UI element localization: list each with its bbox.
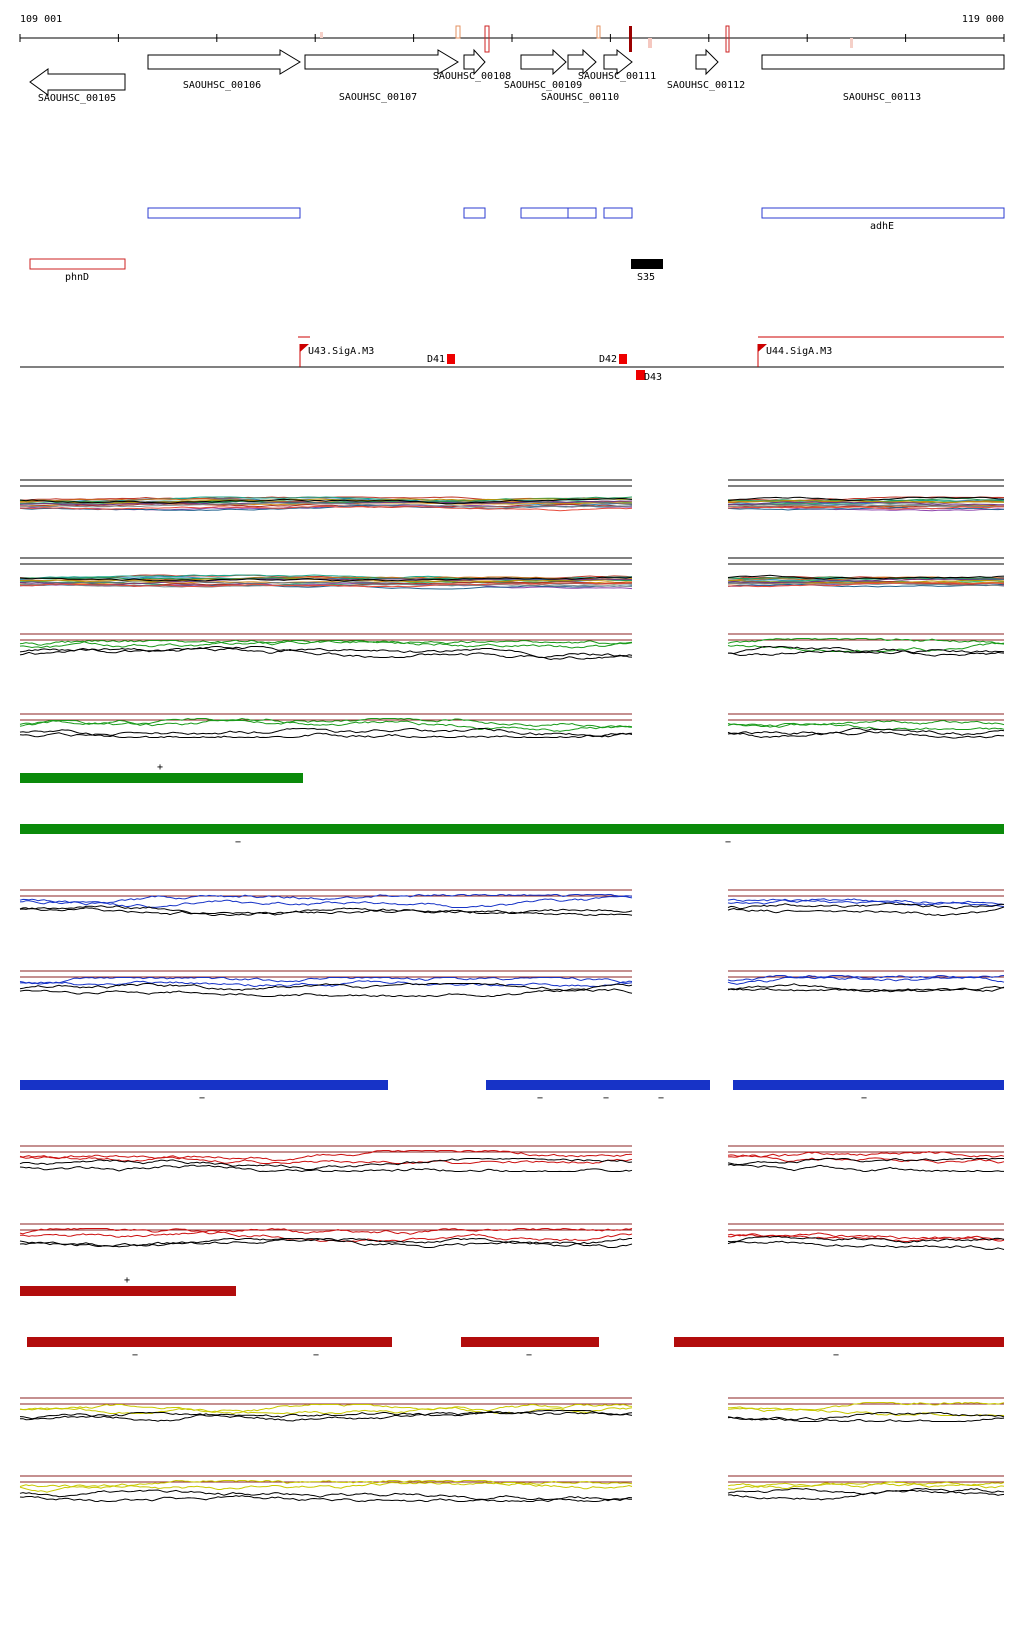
gene-arrow-SAOUHSC_00106[interactable]: SAOUHSC_00106 [147, 49, 301, 91]
downshift-label: D43 [644, 372, 662, 383]
blue-feature[interactable] [520, 207, 569, 219]
red-feature-phnD[interactable] [29, 258, 126, 270]
black-feature-label: S35 [637, 272, 655, 283]
gene-arrow-SAOUHSC_00112[interactable]: SAOUHSC_00112 [667, 48, 745, 91]
blue-feature[interactable] [147, 207, 301, 219]
gene-label: SAOUHSC_00112 [667, 80, 745, 91]
downshift-site[interactable]: D43 [636, 370, 662, 383]
gene-arrow-SAOUHSC_00110[interactable]: SAOUHSC_00110 [541, 48, 619, 103]
red-segment-bar[interactable] [461, 1337, 599, 1347]
segment-minus-mark: − [199, 1093, 205, 1104]
segment-minus-mark: − [526, 1350, 532, 1361]
segment-minus-mark: − [235, 837, 241, 848]
upshift-label: U44.SigA.M3 [766, 346, 832, 357]
regulatory-track: U43.SigA.M3 U44.SigA.M3 D41 D42 D43 [20, 336, 1004, 383]
expression-profiles [19, 479, 1005, 1503]
axis-end-label: 119 000 [962, 14, 1004, 25]
downshift-site[interactable]: D42 [599, 354, 627, 365]
axis-ticks [19, 34, 1005, 42]
segment-minus-mark: − [658, 1093, 664, 1104]
blue-segment-bar[interactable] [733, 1080, 1004, 1090]
gene-arrow-SAOUHSC_00105[interactable]: SAOUHSC_00105 [29, 68, 126, 104]
gene-arrow-SAOUHSC_00107[interactable]: SAOUHSC_00107 [304, 49, 459, 103]
red-feature-track: phnD S35 [29, 258, 663, 283]
downshift-site[interactable]: D41 [427, 354, 455, 365]
red-segment-bar[interactable] [27, 1337, 392, 1347]
gene-label: SAOUHSC_00106 [183, 80, 261, 91]
gene-label: SAOUHSC_00110 [541, 92, 619, 103]
gene-arrow-SAOUHSC_00109[interactable]: SAOUHSC_00109 [504, 48, 582, 91]
gene-label: SAOUHSC_00109 [504, 80, 582, 91]
segment-plus-mark: + [157, 762, 163, 773]
segment-plus-mark: + [124, 1275, 130, 1286]
segment-minus-mark: − [861, 1093, 867, 1104]
blue-feature[interactable] [463, 207, 486, 219]
segment-minus-mark: − [833, 1350, 839, 1361]
downshift-label: D42 [599, 354, 617, 365]
downshift-label: D41 [427, 354, 445, 365]
gene-track: SAOUHSC_00105 SAOUHSC_00106 SAOUHSC_0010… [29, 48, 1005, 104]
gene-label: SAOUHSC_00111 [578, 71, 656, 82]
blue-feature-label: adhE [870, 221, 894, 232]
gene-label: SAOUHSC_00108 [433, 71, 511, 82]
blue-segment-bar[interactable] [20, 1080, 388, 1090]
red-segment-bar[interactable] [20, 1286, 236, 1296]
green-segment-bar[interactable] [20, 824, 1004, 834]
gene-label: SAOUHSC_00105 [38, 93, 116, 104]
upshift-site[interactable]: U44.SigA.M3 [757, 344, 832, 367]
upshift-label: U43.SigA.M3 [308, 346, 374, 357]
blue-feature[interactable] [603, 207, 633, 219]
segment-minus-mark: − [132, 1350, 138, 1361]
red-segment-bar[interactable] [674, 1337, 1004, 1347]
gene-arrow-SAOUHSC_00113[interactable]: SAOUHSC_00113 [761, 54, 1005, 103]
black-feature-S35[interactable] [631, 259, 663, 269]
blue-feature-track: adhE [147, 207, 1005, 232]
gene-label: SAOUHSC_00113 [843, 92, 921, 103]
blue-feature[interactable] [567, 207, 597, 219]
green-segment-bar[interactable] [20, 773, 303, 783]
gene-label: SAOUHSC_00107 [339, 92, 417, 103]
segment-minus-mark: − [537, 1093, 543, 1104]
upshift-site[interactable]: U43.SigA.M3 [299, 344, 374, 367]
gene-arrow-SAOUHSC_00111[interactable]: SAOUHSC_00111 [578, 48, 656, 82]
axis-expression-marks [320, 25, 853, 53]
segment-minus-mark: − [603, 1093, 609, 1104]
coordinate-axis: 109 001 119 000 [19, 14, 1005, 53]
red-feature-label: phnD [65, 272, 89, 283]
segment-minus-mark: − [313, 1350, 319, 1361]
segment-minus-mark: − [725, 837, 731, 848]
blue-feature-adhE[interactable] [761, 207, 1005, 219]
axis-start-label: 109 001 [20, 14, 62, 25]
gene-arrow-SAOUHSC_00108[interactable]: SAOUHSC_00108 [433, 48, 511, 82]
blue-segment-bar[interactable] [486, 1080, 710, 1090]
segmentation-bars: + − − − − − − − + − − − − [20, 762, 1004, 1361]
